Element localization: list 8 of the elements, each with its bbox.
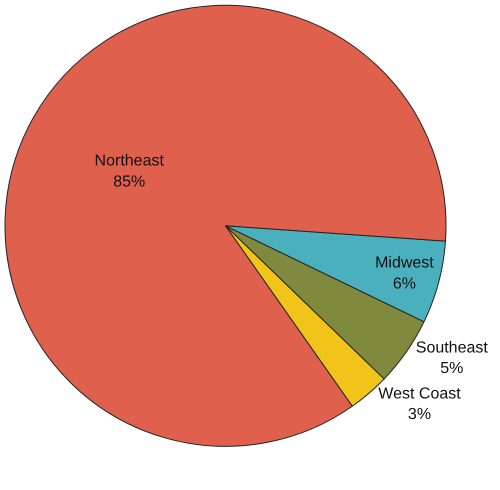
data-label: 6%	[392, 275, 416, 292]
slice-label: Northeast	[94, 152, 164, 170]
data-label: 85%	[113, 173, 146, 190]
data-label: 5%	[440, 360, 464, 378]
data-label: 3%	[408, 406, 432, 424]
slice-label: Southeast	[416, 339, 488, 356]
slice-label: Midwest	[375, 254, 434, 272]
slice-label: West Coast	[378, 385, 462, 402]
